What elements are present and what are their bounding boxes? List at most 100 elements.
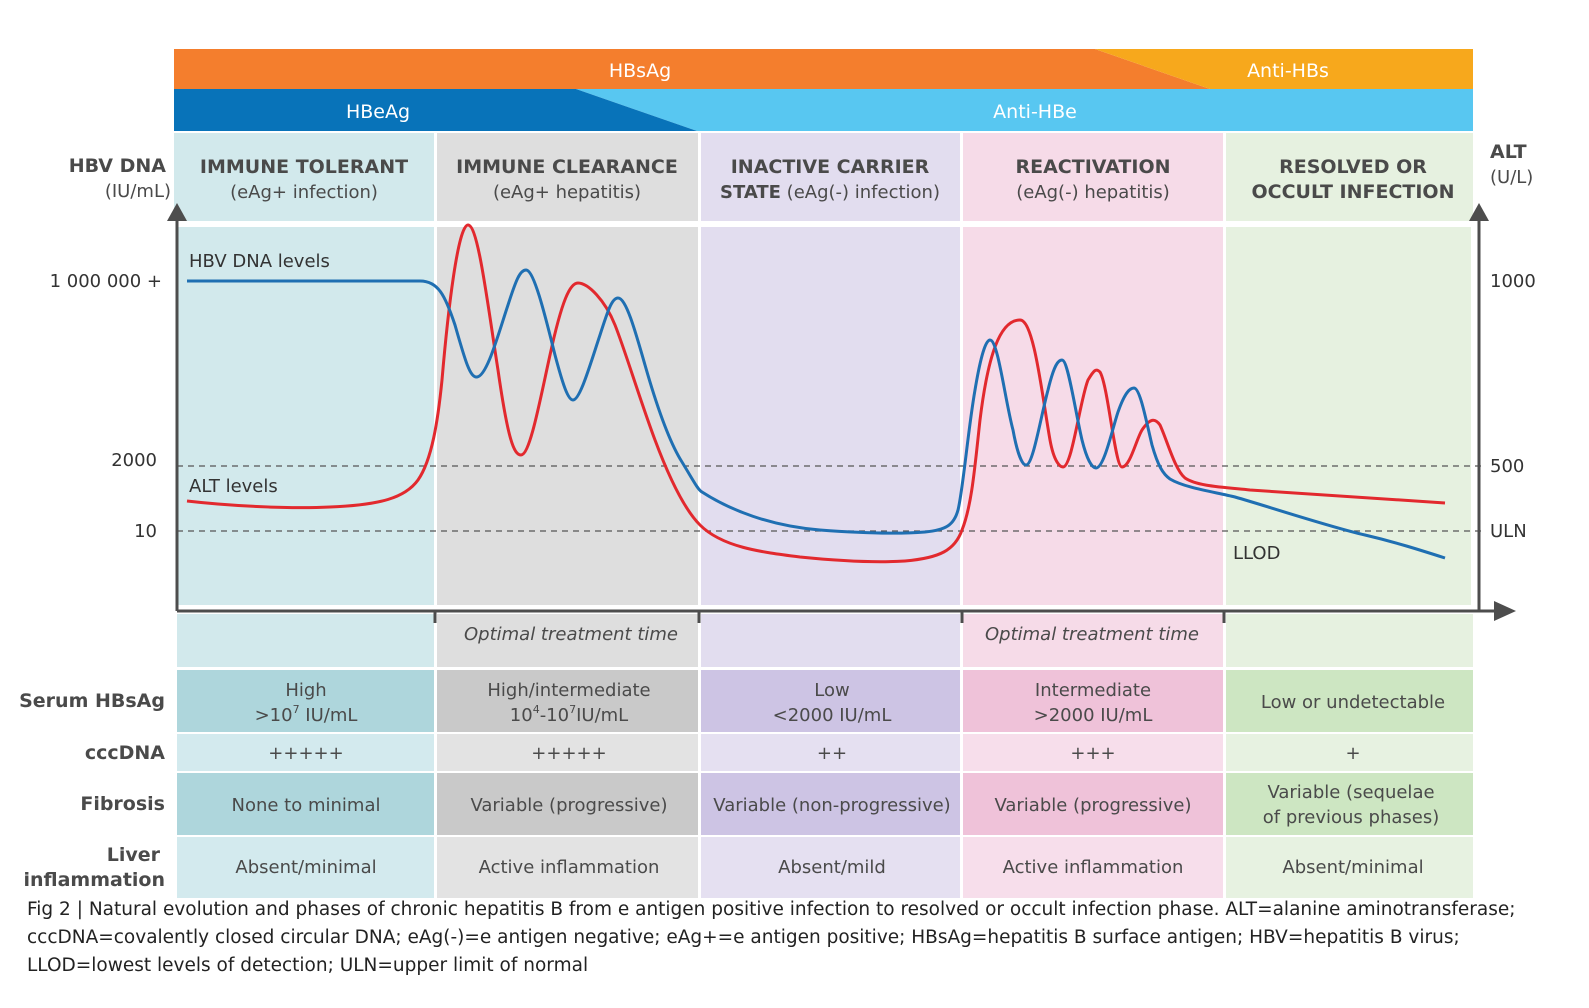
serum-cell-2 [437,670,698,732]
cccdna-cell-2 [437,734,698,771]
serum-4-line1: Intermediate [1035,680,1151,701]
fibrosis-5-line1: Variable (sequelae [1267,782,1434,803]
serum-5-line1: Low or undetectable [1261,692,1445,713]
phase-3-optimal [701,614,960,667]
phase-5-title-line2: OCCULT INFECTION [1252,181,1455,203]
phase-3-title: INACTIVE CARRIER [731,156,930,178]
liver-5: Absent/minimal [1282,857,1423,878]
cccdna-4: +++ [1070,743,1115,764]
left-tick-1000000: 1 000 000 + [50,271,162,292]
serum-1-sup: 7 [293,703,300,716]
serum-1-pre: >10 [255,705,293,726]
fibrosis-cell-3 [701,773,960,835]
liver-values: Absent/minimal Active inflammation Absen… [235,857,1423,878]
phase-1-optimal [177,614,434,667]
phase-5-plot [1226,227,1471,605]
phase-1-plot [177,227,434,605]
phase-4-optimal [963,614,1223,667]
serum-1-line1: High [285,680,326,701]
fibrosis-5-line2: of previous phases) [1263,807,1439,828]
anti-hbs-band [1095,49,1473,89]
fibrosis-cell-1 [177,773,434,835]
serum-cell-5 [1226,670,1473,732]
serum-cell-4 [963,670,1223,732]
fibrosis-1: None to minimal [232,795,381,816]
phase-5-title: RESOLVED OR [1279,156,1427,178]
left-tick-2000: 2000 [111,450,157,471]
serum-3-line1: Low [814,680,849,701]
alt-levels-label: ALT levels [189,476,278,497]
fibrosis-3: Variable (non-progressive) [713,795,950,816]
liver-cell-3 [701,837,960,898]
hbeag-label: HBeAg [346,101,410,123]
phase-1-title: IMMUNE TOLERANT [200,156,408,178]
phase-2-optimal [437,614,698,667]
serum-2-line2: 104-107IU/mL [510,703,628,726]
figure-caption: Fig 2 | Natural evolution and phases of … [27,899,1516,976]
time-axis-arrow [1494,601,1516,621]
hbv-dna-levels-label: HBV DNA levels [189,251,330,272]
optimal-treatment-label-2: Optimal treatment time [985,624,1199,645]
cccdna-row-label: cccDNA [85,742,165,764]
phase-columns [174,133,1473,667]
phase-3-subtitle-bold: STATE [720,182,781,203]
axes [167,203,1516,623]
left-axis-arrow [167,203,187,221]
liver-3: Absent/mild [778,857,886,878]
fibrosis-4: Variable (progressive) [994,795,1191,816]
liver-cell-4 [963,837,1223,898]
serum-1-post: IU/mL [300,705,358,726]
anti-hbe-band [576,89,1473,131]
serum-2-line1: High/intermediate [487,680,650,701]
right-axis-title: ALT [1490,141,1527,163]
phase-2-title: IMMUNE CLEARANCE [456,156,678,178]
phase-1-subtitle: (eAg+ infection) [230,182,378,203]
liver-cell-5 [1226,837,1473,898]
hbsag-band [174,49,1210,89]
cccdna-cell-5 [1226,734,1473,771]
cccdna-cell-3 [701,734,960,771]
serum-2-sup1: 4 [533,703,540,716]
table-cells [177,670,1473,898]
cccdna-1: +++++ [268,743,343,764]
fibrosis-cell-2 [437,773,698,835]
phase-4-header [963,133,1223,221]
serum-3-line2: <2000 IU/mL [773,705,892,726]
anti-hbs-label: Anti-HBs [1247,60,1329,82]
phase-3-subtitle: STATE (eAg(-) infection) [720,182,940,203]
cccdna-values: +++++ +++++ ++ +++ + [268,743,1360,764]
cccdna-cell-1 [177,734,434,771]
phase-3-subtitle-rest: (eAg(-) infection) [781,182,940,203]
right-tick-500: 500 [1490,456,1524,477]
axis-titles: HBV DNA (IU/mL) ALT (U/L) [69,141,1534,202]
hbeag-band [174,89,697,131]
right-axis-unit: (U/L) [1490,167,1533,188]
left-tick-10: 10 [134,521,157,542]
hbsag-label: HBsAg [609,60,671,82]
antigen-bands: HBsAg Anti-HBs HBeAg Anti-HBe [174,49,1473,131]
serum-4-line2: >2000 IU/mL [1034,705,1153,726]
tick-labels: 1 000 000 + 2000 10 1000 500 ULN [50,271,1536,542]
phase-4-title: REACTIVATION [1015,156,1170,178]
cccdna-5: + [1345,743,1360,764]
serum-hbsag-row-label: Serum HBsAg [19,690,165,712]
left-axis-title: HBV DNA [69,155,167,177]
phase-titles: IMMUNE TOLERANT (eAg+ infection) IMMUNE … [200,156,1455,203]
serum-cell-1 [177,670,434,732]
liver-4: Active inflammation [1003,857,1184,878]
serum-cell-3 [701,670,960,732]
liver-2: Active inflammation [479,857,660,878]
phase-4-subtitle: (eAg(-) hepatitis) [1016,182,1170,203]
liver-row-label-1: Liver [107,844,161,866]
left-axis-unit: (IU/mL) [105,181,171,202]
hbv-dna-levels-curve [187,268,1446,560]
serum-1-line2: >107 IU/mL [255,703,358,726]
phase-3-plot [701,227,960,605]
cccdna-cell-4 [963,734,1223,771]
fibrosis-cell-4 [963,773,1223,835]
serum-2-sup2: 7 [569,703,576,716]
fibrosis-cell-5 [1226,773,1473,835]
phase-2-plot [437,227,698,605]
anti-hbe-label: Anti-HBe [993,101,1077,123]
